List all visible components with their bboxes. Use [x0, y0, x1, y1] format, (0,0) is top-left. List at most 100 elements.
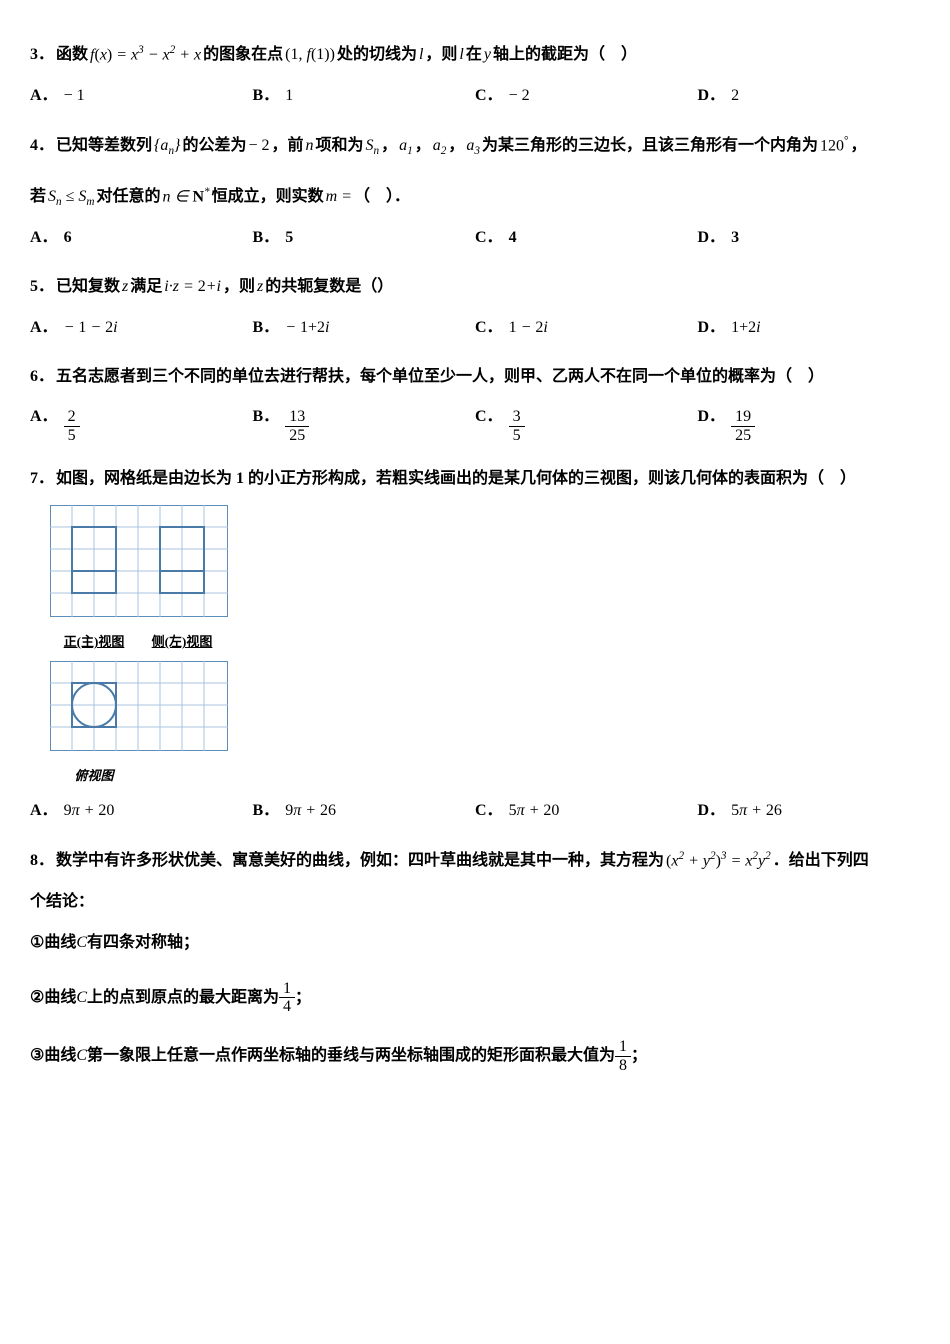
q8-text-line1: 8． 数学中有许多形状优美、寓意美好的曲线，例如：四叶草曲线就是其中一种，其方程…	[30, 846, 920, 876]
q8-post: ．给出下列四	[773, 847, 869, 876]
q4-text-line2: 若 Sn ≤ Sm 对任意的 n ∈ N* 恒成立，则实数 m = （ ）．	[30, 182, 920, 213]
q8-conclusion-3: ③曲线C第一象限上任意一点作两坐标轴的垂线与两坐标轴围成的矩形面积最大值为18；	[30, 1038, 920, 1074]
q3-num: 3．	[30, 41, 54, 70]
view-labels-top: 正(主)视图 侧(左)视图	[50, 630, 228, 653]
q8-eq: (x2 + y2)3 = x2y2	[666, 846, 771, 876]
q3-pre: 函数	[56, 41, 88, 70]
q8-text-line2: 个结论：	[30, 888, 920, 917]
question-6: 6． 五名志愿者到三个不同的单位去进行帮扶，每个单位至少一人，则甲、乙两人不在同…	[30, 363, 920, 445]
q7-options: A．9π + 20 B．9π + 26 C．5π + 20 D．5π + 26	[30, 797, 920, 826]
question-5: 5． 已知复数 z 满足 i·z = 2+i ，则 z 的共轭复数是（） A．−…	[30, 273, 920, 343]
q8-num: 8．	[30, 847, 54, 876]
q3-mid1: 的图象在点	[203, 41, 283, 70]
front-view-label: 正(主)视图	[50, 630, 138, 653]
q4-pre: 已知等差数列	[56, 132, 152, 161]
q4-a1: a1	[399, 132, 413, 161]
grid-top: 正(主)视图 侧(左)视图	[50, 505, 228, 653]
q5-end: 的共轭复数是（）	[265, 273, 393, 302]
q4-options: A．6 B．5 C．4 D．3	[30, 224, 920, 253]
q4-d: − 2	[248, 132, 269, 161]
question-3: 3． 函数 f(x) = x3 − x2 + x 的图象在点 (1, f(1))…	[30, 40, 920, 111]
q6-option-c: C．35	[475, 403, 698, 444]
grid-bottom: 俯视图	[50, 661, 920, 787]
q3-option-d: D．2	[698, 82, 921, 111]
q3-mid4: 在	[466, 41, 482, 70]
q4-mid3: 项和为	[316, 132, 364, 161]
q8-c3-post: ；	[631, 1047, 647, 1064]
q8-c2-C: C	[76, 989, 87, 1006]
q5-option-a: A．− 1 − 2i	[30, 314, 253, 343]
q8-c3-frac: 18	[615, 1038, 631, 1074]
q5-z2: z	[257, 273, 263, 302]
q5-options: A．− 1 − 2i B．− 1+2i C．1 − 2i D．1+2i	[30, 314, 920, 343]
q5-text: 5． 已知复数 z 满足 i·z = 2+i ，则 z 的共轭复数是（）	[30, 273, 920, 302]
q7-option-b: B．9π + 26	[253, 797, 476, 826]
q5-mid1: 满足	[130, 273, 162, 302]
q8-c2-mid: 上的点到原点的最大距离为	[87, 989, 279, 1006]
question-4: 4． 已知等差数列 {an} 的公差为 − 2 ，前 n 项和为 Sn ， a1…	[30, 131, 920, 253]
q3-option-b: B．1	[253, 82, 476, 111]
q7-text: 7． 如图，网格纸是由边长为 1 的小正方形构成，若粗实线画出的是某几何体的三视…	[30, 465, 920, 494]
side-view-label: 侧(左)视图	[138, 630, 226, 653]
q4-mid2: ，前	[271, 132, 303, 161]
q8-c3-mid: 第一象限上任意一点作两坐标轴的垂线与两坐标轴围成的矩形面积最大值为	[87, 1047, 615, 1064]
q6-option-b: B．1325	[253, 403, 476, 444]
q8-pre: 数学中有许多形状优美、寓意美好的曲线，例如：四叶草曲线就是其中一种，其方程为	[56, 847, 664, 876]
q3-l: l	[419, 41, 423, 70]
q4-seq: {an}	[154, 132, 180, 161]
q8-conclusion-2: ②曲线C上的点到原点的最大距离为14；	[30, 980, 920, 1016]
q3-option-c: C．− 2	[475, 82, 698, 111]
q5-eq: i·z = 2+i	[164, 273, 221, 302]
q5-option-c: C．1 − 2i	[475, 314, 698, 343]
q4-a3: a3	[466, 132, 480, 161]
q3-text: 3． 函数 f(x) = x3 − x2 + x 的图象在点 (1, f(1))…	[30, 40, 920, 70]
q5-option-d: D．1+2i	[698, 314, 921, 343]
bottom-grid-svg	[50, 661, 228, 751]
q4-text-line1: 4． 已知等差数列 {an} 的公差为 − 2 ，前 n 项和为 Sn ， a1…	[30, 131, 920, 162]
circle-1-icon: ①	[30, 929, 44, 958]
q6-text: 6． 五名志愿者到三个不同的单位去进行帮扶，每个单位至少一人，则甲、乙两人不在同…	[30, 363, 920, 392]
q5-mid2: ，则	[223, 273, 255, 302]
q8-c3-C: C	[76, 1047, 87, 1064]
q4-option-a: A．6	[30, 224, 253, 253]
q3-l2: l	[459, 41, 463, 70]
top-view-label: 俯视图	[50, 764, 138, 787]
q8-conclusion-1: ①①曲线曲线C有四条对称轴；	[30, 929, 920, 958]
q8-l2: 个结论：	[30, 888, 94, 917]
q4-l2-mid2: 恒成立，则实数	[212, 183, 324, 212]
q4-option-c: C．4	[475, 224, 698, 253]
q4-option-b: B．5	[253, 224, 476, 253]
q3-point: (1, f(1))	[285, 41, 335, 70]
q7-option-a: A．9π + 20	[30, 797, 253, 826]
q6-option-d: D．1925	[698, 403, 921, 444]
top-grid-svg	[50, 505, 228, 617]
q7-body: 如图，网格纸是由边长为 1 的小正方形构成，若粗实线画出的是某几何体的三视图，则…	[56, 465, 856, 494]
q3-mid3: ，则	[425, 41, 457, 70]
q6-option-a: A．25	[30, 403, 253, 444]
three-view-figure: 正(主)视图 侧(左)视图 俯视图	[50, 505, 920, 787]
view-labels-bottom: 俯视图	[50, 764, 920, 787]
q4-c4: ，	[850, 132, 866, 161]
q4-a2: a2	[433, 132, 447, 161]
q4-m: m =	[326, 183, 352, 212]
q4-num: 4．	[30, 132, 54, 161]
q4-cond: n ∈ N*	[163, 182, 210, 212]
circle-3-icon: ③	[30, 1042, 44, 1071]
q8-c2-post: ；	[295, 989, 311, 1006]
q4-option-d: D．3	[698, 224, 921, 253]
q5-option-b: B．− 1+2i	[253, 314, 476, 343]
q3-options: A．− 1 B．1 C．− 2 D．2	[30, 82, 920, 111]
q7-option-c: C．5π + 20	[475, 797, 698, 826]
q8-c1-C: C	[76, 934, 87, 951]
q4-l2-mid1: 对任意的	[96, 183, 160, 212]
question-8: 8． 数学中有许多形状优美、寓意美好的曲线，例如：四叶草曲线就是其中一种，其方程…	[30, 846, 920, 1074]
q7-num: 7．	[30, 465, 54, 494]
q4-c2: ，	[415, 132, 431, 161]
q5-z: z	[122, 273, 128, 302]
q6-num: 6．	[30, 363, 54, 392]
q4-l2-pre: 若	[30, 183, 46, 212]
q4-ineq: Sn ≤ Sm	[48, 183, 94, 212]
q4-c3: ，	[448, 132, 464, 161]
question-7: 7． 如图，网格纸是由边长为 1 的小正方形构成，若粗实线画出的是某几何体的三视…	[30, 465, 920, 826]
q8-c2-frac: 14	[279, 980, 295, 1016]
